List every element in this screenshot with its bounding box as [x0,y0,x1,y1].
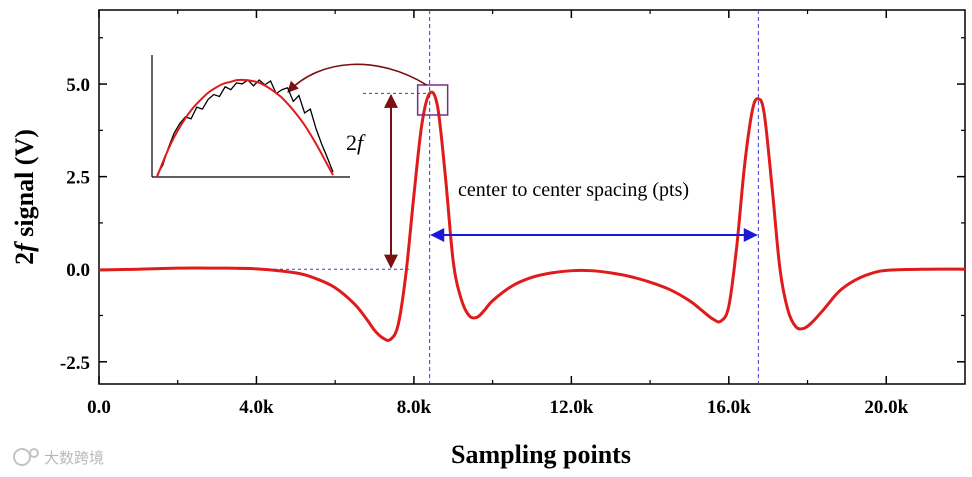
annotations: center to center spacing (pts) 2f [287,63,758,269]
watermark-text: 大数跨境 [44,449,104,467]
peak-highlight-box [416,84,449,116]
y-axis-title: 2f signal (V) [10,129,39,265]
x-axis-title: Sampling points [451,440,631,469]
x-tick-label: 16.0k [707,397,751,418]
x-tick-label: 12.0k [549,397,593,418]
plot-frame [98,9,966,385]
y-tick-label: -2.5 [60,353,90,374]
y-tick-label: 2.5 [66,168,90,189]
axis-ticks [98,10,965,384]
y-tick-label: 5.0 [66,75,90,96]
x-tick-label: 0.0 [87,397,111,418]
guides [238,10,759,384]
spacing-label: center to center spacing (pts) [458,179,689,201]
x-tick-labels: 0.0 4.0k 8.0k 12.0k 16.0k 20.0k [87,397,908,418]
x-tick-label: 4.0k [239,397,274,418]
x-tick-label: 20.0k [864,397,908,418]
inset-plot [151,55,350,178]
inset-fit-curve [156,78,334,178]
amplitude-label: 2f [346,130,366,155]
x-tick-label: 8.0k [397,397,432,418]
series-line [98,90,966,342]
zoom-arrow [287,63,428,93]
watermark-logo-icon [13,448,31,466]
watermark: 大数跨境 [13,448,104,467]
y-tick-label: 0.0 [66,260,90,281]
y-tick-labels: -2.5 0.0 2.5 5.0 [60,75,90,374]
watermark-logo-dot-icon [29,448,39,458]
